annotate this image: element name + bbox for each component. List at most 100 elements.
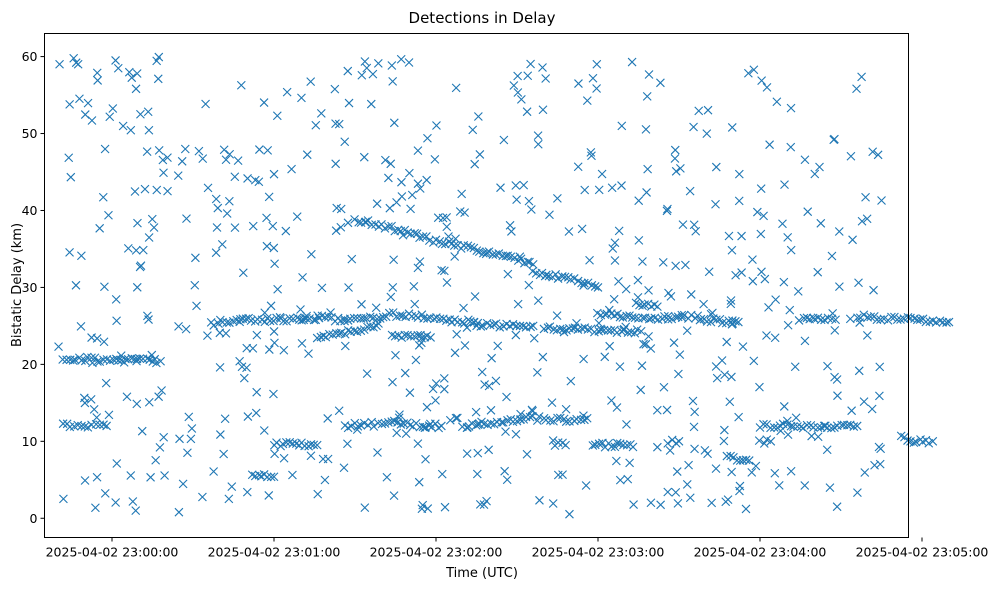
data-point [213, 203, 223, 213]
data-point [142, 147, 152, 157]
data-point [344, 283, 353, 292]
x-tick-label: 2025-04-02 23:04:00 [694, 545, 827, 560]
data-point [89, 404, 99, 414]
data-point [160, 471, 169, 480]
data-point [269, 169, 279, 179]
data-point [825, 483, 835, 493]
data-point [794, 316, 804, 325]
data-point [136, 261, 146, 271]
data-point [538, 63, 547, 72]
data-point [144, 233, 154, 242]
data-point [209, 321, 219, 330]
data-point [690, 407, 700, 417]
data-point [813, 267, 823, 277]
data-point [663, 204, 672, 214]
data-point [875, 362, 885, 372]
data-point [98, 192, 108, 202]
data-point [516, 409, 525, 419]
data-point [396, 420, 406, 429]
data-point [392, 428, 402, 438]
data-point [757, 267, 766, 277]
data-point [756, 229, 766, 239]
data-point [340, 329, 350, 339]
data-point [497, 417, 506, 427]
data-point [99, 420, 108, 430]
data-point [150, 354, 160, 364]
data-point [58, 355, 68, 364]
data-point [606, 326, 616, 335]
data-point [269, 327, 279, 336]
data-point [518, 321, 528, 331]
data-point [114, 356, 123, 365]
data-point [491, 376, 501, 386]
data-point [545, 416, 555, 425]
data-point [793, 422, 802, 431]
data-point [533, 296, 543, 306]
data-point [431, 379, 441, 388]
data-point [597, 169, 607, 179]
data-point [672, 467, 682, 476]
data-point [264, 491, 274, 500]
data-point [413, 439, 423, 449]
data-point [340, 341, 350, 351]
data-point [101, 378, 111, 388]
data-point [662, 206, 672, 216]
data-point [547, 398, 557, 408]
data-point [909, 438, 919, 448]
data-point [921, 317, 931, 327]
data-point [572, 318, 581, 328]
data-point [493, 341, 503, 351]
data-point [470, 159, 480, 169]
data-point [319, 331, 328, 341]
data-point [675, 164, 685, 173]
data-point [686, 290, 696, 299]
data-point [532, 367, 542, 377]
data-point [759, 211, 768, 221]
data-point [177, 156, 187, 166]
data-point [173, 171, 183, 180]
data-point [558, 470, 567, 480]
data-point [779, 277, 789, 287]
data-point [423, 314, 432, 323]
data-point [262, 241, 272, 251]
data-point [132, 282, 142, 292]
plot-frame [44, 33, 909, 538]
data-point [854, 366, 864, 376]
data-point [420, 423, 430, 433]
data-point [670, 154, 680, 163]
data-point [487, 353, 497, 363]
data-point [143, 107, 153, 117]
data-point [765, 140, 774, 150]
data-point [388, 282, 398, 292]
data-point [816, 218, 826, 228]
data-point [587, 280, 597, 290]
data-point [330, 84, 340, 94]
data-point [181, 324, 191, 334]
data-point [252, 330, 262, 340]
data-point [653, 302, 662, 312]
data-point [545, 322, 555, 332]
data-point [622, 420, 631, 429]
data-point [405, 388, 415, 398]
data-point [80, 476, 90, 485]
data-point [852, 84, 861, 94]
data-point [154, 52, 164, 62]
data-point [416, 330, 425, 340]
data-point [201, 99, 210, 109]
x-tick-label: 2025-04-02 23:01:00 [208, 545, 341, 560]
data-point [359, 152, 369, 162]
data-point [780, 180, 789, 189]
data-point [317, 283, 327, 293]
data-point [237, 362, 247, 372]
data-point [375, 314, 385, 323]
data-point [526, 322, 536, 332]
data-point [677, 310, 687, 320]
data-point [460, 208, 470, 217]
data-point [312, 440, 322, 450]
data-point [463, 423, 472, 432]
data-point [203, 331, 212, 340]
data-point [762, 82, 772, 92]
data-point [347, 254, 357, 264]
data-point [466, 242, 476, 252]
data-point [100, 144, 110, 154]
